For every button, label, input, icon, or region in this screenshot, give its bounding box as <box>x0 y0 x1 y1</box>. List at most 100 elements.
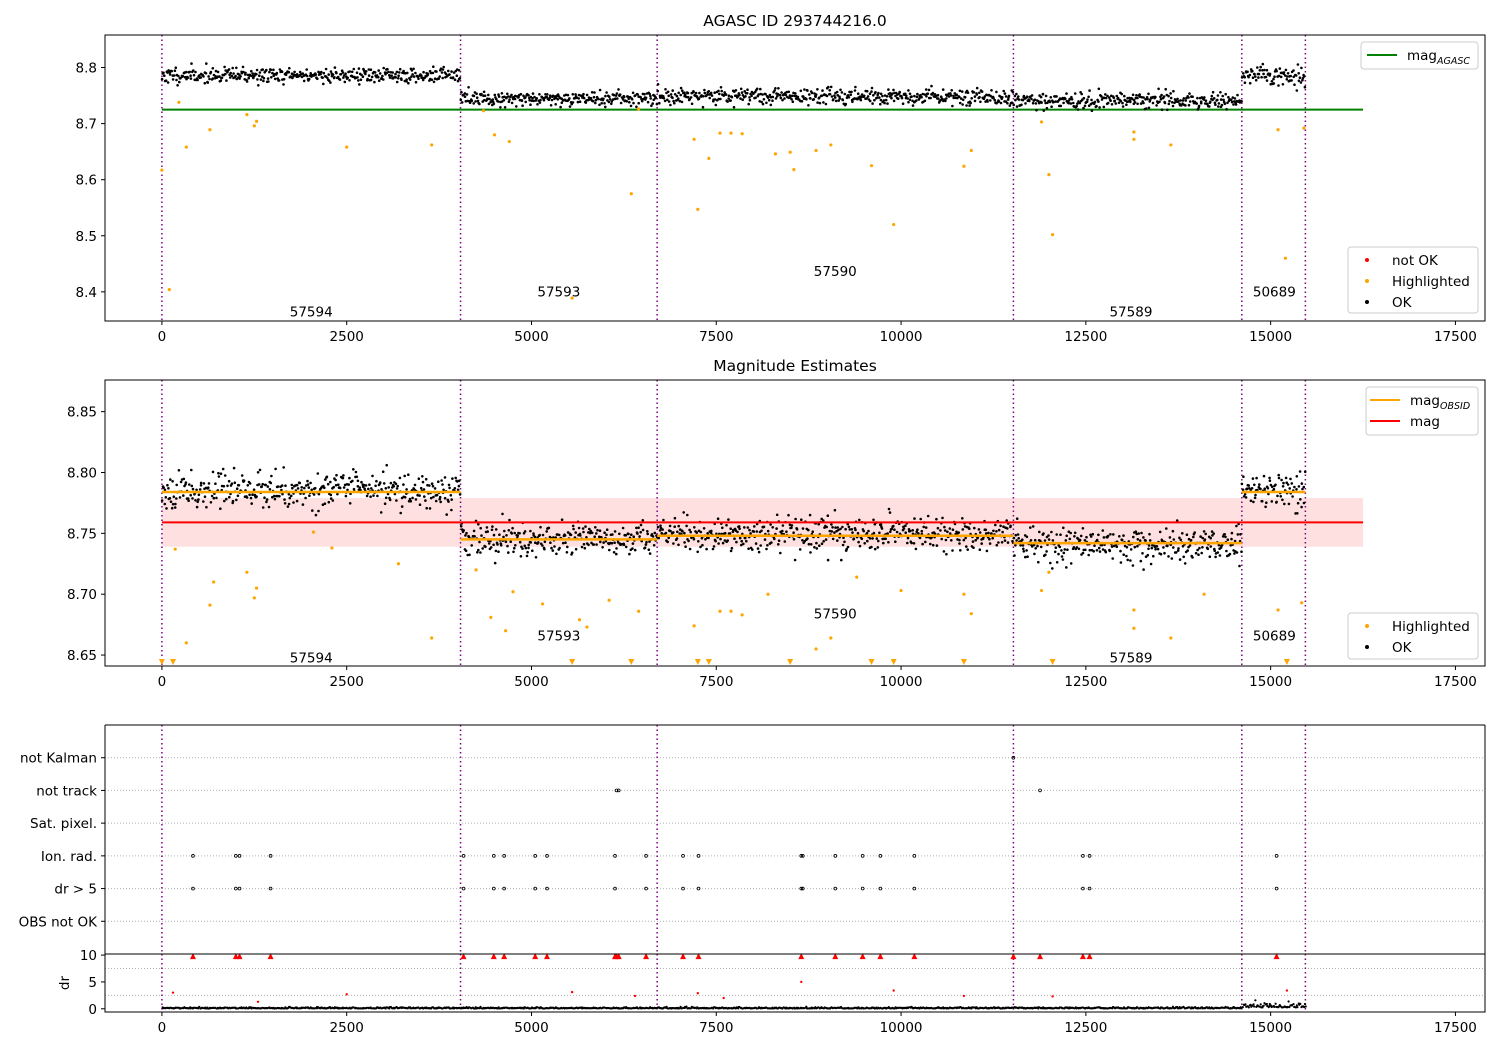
ok-point <box>677 97 680 100</box>
clipped-highlighted-marker <box>170 659 177 665</box>
ok-point <box>267 505 271 509</box>
ok-point <box>1025 549 1028 552</box>
ok-point <box>989 94 992 98</box>
ok-point <box>400 78 403 81</box>
ok-point <box>944 538 948 542</box>
ok-point <box>1277 476 1281 480</box>
ok-point <box>356 479 360 483</box>
x-tick-label: 2500 <box>330 329 364 345</box>
ok-point <box>794 92 797 95</box>
dr-point <box>1292 1003 1295 1006</box>
ok-point <box>525 554 529 558</box>
ok-point <box>1257 72 1261 76</box>
ok-point <box>225 497 228 501</box>
ok-point <box>1194 551 1198 555</box>
dr-point <box>1262 1004 1265 1007</box>
ok-point <box>472 102 476 105</box>
ok-point <box>266 485 270 488</box>
ok-point <box>915 530 918 534</box>
ok-point <box>594 101 597 105</box>
ok-point <box>1183 562 1187 565</box>
ok-point <box>779 96 783 100</box>
ok-point <box>220 76 224 80</box>
ok-point <box>169 500 173 504</box>
ok-point <box>560 518 564 521</box>
ok-point <box>381 74 384 78</box>
ok-point <box>438 75 442 78</box>
ok-point <box>633 548 637 552</box>
ok-point <box>342 76 345 79</box>
ok-point <box>295 483 299 487</box>
ok-point <box>717 542 720 545</box>
ok-point <box>1090 98 1093 102</box>
ok-point <box>396 484 400 488</box>
ok-point <box>829 85 833 89</box>
ok-point <box>348 476 351 480</box>
ok-point <box>960 90 964 93</box>
ok-point <box>522 532 526 535</box>
ok-point <box>389 481 393 485</box>
ok-point <box>1172 538 1176 541</box>
ok-point <box>900 96 904 100</box>
ok-point <box>492 102 496 106</box>
ok-point <box>697 540 700 543</box>
ok-point <box>504 540 508 544</box>
ok-point <box>236 494 240 498</box>
ok-point <box>1197 104 1201 108</box>
flag-event-point <box>878 886 883 891</box>
ok-point <box>871 537 874 540</box>
ok-point <box>214 69 218 73</box>
ok-point <box>636 532 639 535</box>
panel-title: AGASC ID 293744216.0 <box>703 12 887 30</box>
ok-point <box>688 547 692 551</box>
highlighted-point <box>245 113 249 117</box>
highlighted-point <box>208 128 212 132</box>
highlighted-point <box>829 143 833 147</box>
dr-point <box>689 1007 692 1010</box>
ok-point <box>1279 495 1283 498</box>
ok-point <box>271 495 274 499</box>
ok-point <box>631 542 635 545</box>
ok-point <box>425 506 429 510</box>
ok-point <box>785 90 789 94</box>
ok-point <box>341 476 345 480</box>
ok-point <box>539 525 542 529</box>
ok-point <box>913 94 916 98</box>
ok-point <box>497 93 500 96</box>
ok-point <box>966 548 969 551</box>
ok-point <box>931 91 935 95</box>
ok-point <box>1251 477 1255 480</box>
ok-point <box>883 101 886 105</box>
ok-point <box>1284 476 1288 480</box>
ok-point <box>1151 543 1154 547</box>
dr-point <box>269 1007 272 1010</box>
ok-point <box>300 486 304 489</box>
ok-point <box>1114 102 1118 105</box>
ok-point <box>1261 69 1264 72</box>
ok-point <box>1059 533 1062 536</box>
ok-point <box>532 99 535 103</box>
ok-point <box>410 69 414 72</box>
highlighted-point <box>637 609 641 613</box>
ok-point <box>834 96 837 99</box>
x-tick-label: 7500 <box>699 1020 733 1036</box>
ok-point <box>1298 76 1302 79</box>
ok-point <box>988 542 992 545</box>
ok-point <box>1147 547 1150 551</box>
dr-clipped-marker <box>501 953 508 960</box>
ok-point <box>1208 105 1211 108</box>
flag-event-point <box>268 854 273 858</box>
ok-point <box>973 95 977 98</box>
legend-label-main: mag <box>1410 393 1440 409</box>
ok-point <box>1112 533 1115 536</box>
ok-point <box>605 91 608 94</box>
ok-point <box>1112 96 1116 100</box>
ok-point <box>280 70 284 74</box>
ok-point <box>593 535 596 538</box>
ok-point <box>460 101 464 104</box>
ok-point <box>604 94 607 98</box>
ok-point <box>448 73 451 76</box>
highlighted-point <box>696 207 700 212</box>
ok-point <box>868 537 872 540</box>
ok-point <box>554 103 557 106</box>
